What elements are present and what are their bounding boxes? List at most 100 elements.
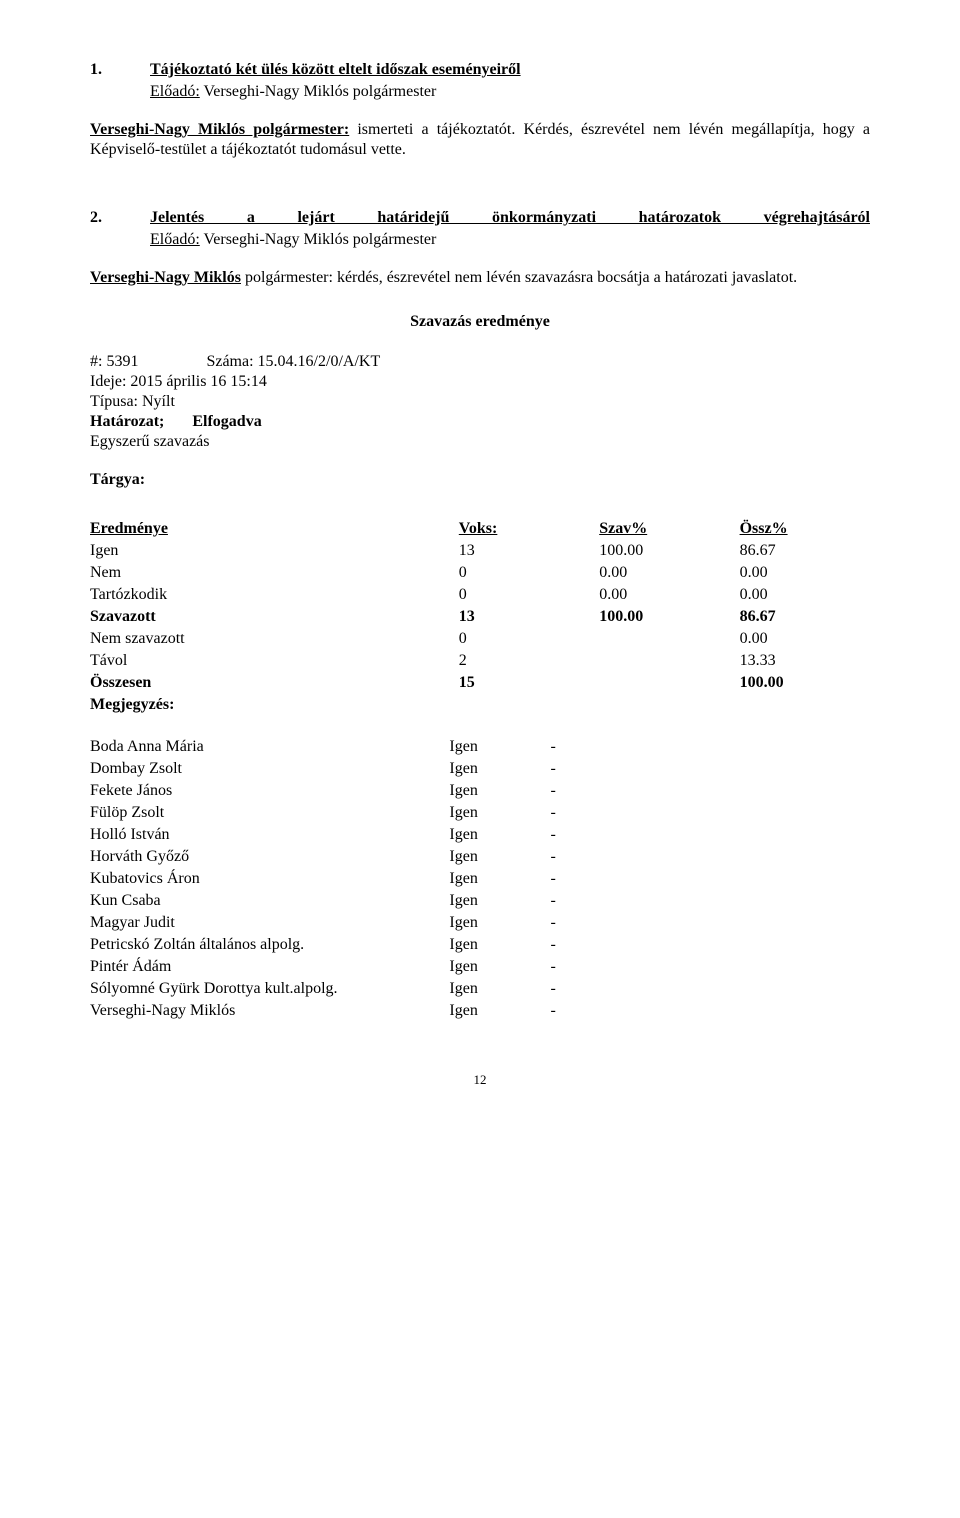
results-cell: 0.00 (730, 562, 870, 584)
results-header-cell: Össz% (730, 518, 870, 540)
vote-row: Petricskó Zoltán általános alpolg.Igen- (90, 934, 652, 956)
vote-row: Holló IstvánIgen- (90, 824, 652, 846)
vote-value: Igen (449, 802, 550, 824)
item2-para-lead: Verseghi-Nagy Miklós (90, 269, 241, 286)
vote-row: Dombay ZsoltIgen- (90, 758, 652, 780)
vote-row: Kubatovics ÁronIgen- (90, 868, 652, 890)
vote-mark: - (551, 934, 652, 956)
vote-name: Dombay Zsolt (90, 758, 449, 780)
vote-name: Sólyomné Gyürk Dorottya kult.alpolg. (90, 978, 449, 1000)
hash-label: #: (90, 353, 106, 370)
results-cell: Tartózkodik (90, 584, 449, 606)
votes-table: Boda Anna MáriaIgen-Dombay ZsoltIgen-Fek… (90, 736, 652, 1022)
vote-mark: - (551, 780, 652, 802)
vote-value: Igen (449, 890, 550, 912)
results-cell (589, 628, 729, 650)
results-row: Összesen15100.00 (90, 672, 870, 694)
results-row: Tartózkodik00.000.00 (90, 584, 870, 606)
agenda-item-2: 2. Jelentés a lejárt határidejű önkormán… (90, 208, 870, 288)
vote-mark: - (551, 1000, 652, 1022)
results-cell: Szavazott (90, 606, 449, 628)
vote-name: Verseghi-Nagy Miklós (90, 1000, 449, 1022)
szama-value: 15.04.16/2/0/A/KT (258, 353, 381, 370)
results-cell: 15 (449, 672, 589, 694)
vote-name: Petricskó Zoltán általános alpolg. (90, 934, 449, 956)
results-header-cell: Eredménye (90, 518, 449, 540)
results-row: Távol2 13.33 (90, 650, 870, 672)
results-cell: 0.00 (589, 584, 729, 606)
vote-mark: - (551, 978, 652, 1000)
tipus-label: Típusa: (90, 393, 142, 410)
results-row: Nem szavazott00.00 (90, 628, 870, 650)
vote-value: Igen (449, 956, 550, 978)
item2-para-text: polgármester: kérdés, észrevétel nem lév… (241, 269, 797, 286)
results-header-cell: Voks: (449, 518, 589, 540)
item2-number: 2. (90, 208, 150, 228)
vote-value: Igen (449, 846, 550, 868)
results-cell: 2 (449, 650, 589, 672)
vote-mark: - (551, 824, 652, 846)
vote-value: Igen (449, 912, 550, 934)
vote-mark: - (551, 846, 652, 868)
vote-name: Kun Csaba (90, 890, 449, 912)
item1-eloado-label: Előadó: (150, 83, 200, 100)
results-table: EredményeVoks:Szav%Össz%Igen13100.0086.6… (90, 518, 870, 716)
vote-name: Fülöp Zsolt (90, 802, 449, 824)
vote-mark: - (551, 912, 652, 934)
item1-para-lead: Verseghi-Nagy Miklós polgármester: (90, 121, 349, 138)
results-cell: 0.00 (589, 562, 729, 584)
item1-eloado-name: Verseghi-Nagy Miklós polgármester (203, 83, 436, 100)
vote-mark: - (551, 868, 652, 890)
vote-row: Horváth GyőzőIgen- (90, 846, 652, 868)
results-cell: 86.67 (730, 540, 870, 562)
agenda-item-1: 1. Tájékoztató két ülés között eltelt id… (90, 60, 870, 160)
ideje-value: 2015 április 16 15:14 (130, 373, 266, 390)
egyszeru-label: Egyszerű szavazás (90, 433, 210, 450)
results-cell: 13.33 (730, 650, 870, 672)
item1-paragraph: Verseghi-Nagy Miklós polgármester: ismer… (90, 120, 870, 160)
vote-mark: - (551, 802, 652, 824)
vote-value: Igen (449, 978, 550, 1000)
results-cell: 13 (449, 606, 589, 628)
vote-name: Kubatovics Áron (90, 868, 449, 890)
vote-row: Pintér ÁdámIgen- (90, 956, 652, 978)
results-cell: 0.00 (730, 628, 870, 650)
vote-mark: - (551, 758, 652, 780)
item1-eloado: Előadó: Verseghi-Nagy Miklós polgármeste… (150, 82, 870, 102)
vote-name: Boda Anna Mária (90, 736, 449, 758)
results-cell: 100.00 (589, 540, 729, 562)
vote-name: Horváth Győző (90, 846, 449, 868)
vote-row: Boda Anna MáriaIgen- (90, 736, 652, 758)
vote-name: Fekete János (90, 780, 449, 802)
vote-row: Verseghi-Nagy MiklósIgen- (90, 1000, 652, 1022)
vote-value: Igen (449, 934, 550, 956)
vote-mark: - (551, 736, 652, 758)
vote-value: Igen (449, 758, 550, 780)
item1-title: Tájékoztató két ülés között eltelt idősz… (150, 60, 870, 80)
item2-eloado: Előadó: Verseghi-Nagy Miklós polgármeste… (150, 230, 870, 250)
item2-title: Jelentés a lejárt határidejű önkormányza… (150, 208, 870, 228)
results-cell: 0.00 (730, 584, 870, 606)
results-cell: Összesen (90, 672, 449, 694)
item2-eloado-name: Verseghi-Nagy Miklós polgármester (203, 231, 436, 248)
voting-result-title: Szavazás eredménye (90, 312, 870, 332)
results-cell: 0 (449, 628, 589, 650)
results-cell (589, 672, 729, 694)
vote-row: Kun CsabaIgen- (90, 890, 652, 912)
vote-value: Igen (449, 1000, 550, 1022)
vote-mark: - (551, 890, 652, 912)
results-megjegyzes: Megjegyzés: (90, 694, 870, 716)
results-cell: 86.67 (730, 606, 870, 628)
vote-row: Fülöp ZsoltIgen- (90, 802, 652, 824)
vote-name: Holló István (90, 824, 449, 846)
results-cell: 0 (449, 584, 589, 606)
results-cell: Távol (90, 650, 449, 672)
results-header-cell: Szav% (589, 518, 729, 540)
szama-label: Száma: (206, 353, 257, 370)
hash-value: 5391 (106, 353, 138, 370)
ideje-label: Ideje: (90, 373, 130, 390)
vote-value: Igen (449, 780, 550, 802)
tipus-value: Nyílt (142, 393, 175, 410)
elfogadva-label: Elfogadva (192, 413, 261, 430)
results-row: Igen13100.0086.67 (90, 540, 870, 562)
